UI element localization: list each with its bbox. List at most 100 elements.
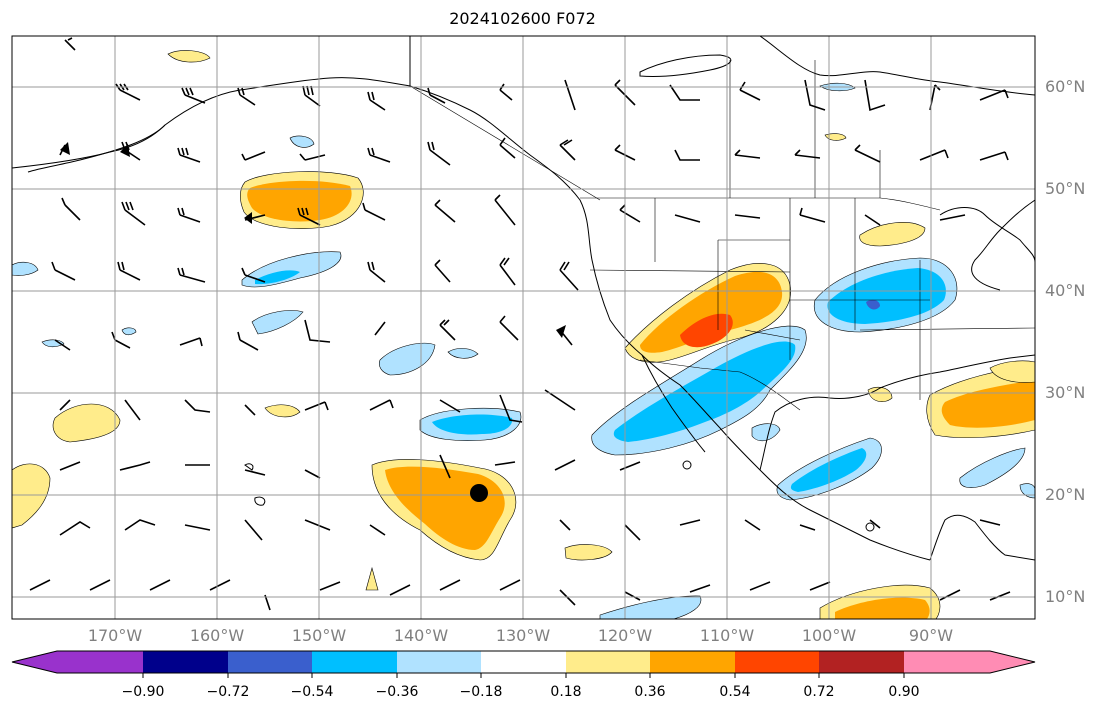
barb-row-3 (61, 194, 966, 226)
alaska-coast (12, 36, 411, 169)
hawaii-1 (244, 463, 254, 471)
colorbar-segment-5 (481, 651, 566, 673)
pos-anomaly-sw-us-core (680, 313, 733, 348)
us-mexico-border (639, 359, 801, 411)
pos-anomaly-sw-edge (12, 463, 51, 529)
lat-label-30n: 30°N (1045, 383, 1086, 402)
lon-label-90w: 90°W (908, 626, 954, 645)
colorbar-label-0-90: 0.90 (888, 684, 920, 700)
colorbar-label-0-72: 0.72 (803, 684, 835, 700)
canada-north (759, 36, 1035, 96)
island-1 (682, 460, 692, 470)
east-coast (971, 199, 1035, 291)
pos-anomaly-small-4 (989, 360, 1035, 383)
alaska-peninsula (27, 124, 166, 173)
colorbar-label-0-18: 0.18 (550, 684, 582, 700)
pos-anomaly-southeast-core (835, 597, 930, 619)
state-line-10 (744, 329, 801, 341)
pos-anomaly-small-1 (564, 544, 613, 561)
barb-row-9 (29, 579, 1011, 611)
pacific-coast (409, 85, 931, 561)
colorbar-label-0-36: 0.36 (634, 684, 666, 700)
colorbar-label-neg-0-72: −0.72 (206, 684, 250, 700)
pos-anomaly-small-5 (867, 386, 893, 403)
neg-anomaly-pacific-3 (379, 342, 436, 376)
colorbar-segment-3 (312, 651, 397, 673)
location-marker (470, 484, 488, 502)
canada-line-5 (409, 85, 601, 201)
colorbar-label-neg-0-18: −0.18 (459, 684, 503, 700)
lon-label-120w: 120°W (597, 626, 653, 645)
wind-barbs (29, 37, 1011, 611)
colorbar-segment-under (12, 651, 143, 673)
pos-anomaly-sw-us-mid (640, 271, 783, 353)
colorbar-segment-1 (143, 651, 228, 673)
colorbar-ticks (142, 673, 905, 678)
neg-anomaly-small-6 (1019, 483, 1035, 499)
pos-anomaly-small-6 (365, 566, 379, 591)
great-lakes (939, 207, 1035, 263)
neg-anomaly-pacific-4 (251, 310, 304, 335)
pos-anomaly-gulf-alaska-core (247, 180, 352, 222)
colorbar (12, 651, 1035, 673)
pos-anomaly-great-lakes (859, 222, 926, 247)
lon-label-140w: 140°W (393, 626, 449, 645)
neg-anomaly-small-1 (12, 261, 39, 276)
colorbar-segment-8 (735, 651, 819, 673)
colorbar-segment-2 (228, 651, 312, 673)
barb-row-2 (59, 137, 1009, 166)
neg-anomaly-south (599, 595, 702, 619)
map-frame (11, 35, 1036, 620)
baja-peninsula (641, 354, 706, 453)
barb-row-4 (51, 257, 579, 291)
us-canada-border (580, 197, 941, 211)
hawaii-2 (254, 496, 266, 506)
state-line-5 (589, 269, 791, 273)
colorbar-label-0-54: 0.54 (719, 684, 751, 700)
map-title: 2024102600 F072 (449, 9, 596, 28)
neg-anomaly-pacific-2-core (255, 270, 300, 285)
colorbar-segment-4 (397, 651, 481, 673)
hudson-bay (639, 54, 732, 78)
neg-anomaly-small-4 (447, 348, 479, 359)
colorbar-segment-6 (566, 651, 650, 673)
neg-anomaly-small-2 (289, 135, 315, 148)
colorbar-segment-over (904, 651, 1035, 673)
neg-anomaly-caribbean (959, 447, 1026, 488)
neg-anomaly-baja-mid (613, 341, 796, 442)
neg-anomaly-central-us-mid (827, 268, 946, 324)
lon-label-130w: 130°W (495, 626, 551, 645)
colorbar-label-neg-0-54: −0.54 (290, 684, 334, 700)
lon-label-100w: 100°W (801, 626, 857, 645)
lat-label-50n: 50°N (1045, 179, 1086, 198)
barb-row-1 (64, 37, 1009, 112)
colorbar-label-neg-0-36: −0.36 (375, 684, 419, 700)
lat-label-40n: 40°N (1045, 281, 1086, 300)
lat-label-20n: 20°N (1045, 485, 1086, 504)
island-2 (865, 522, 875, 532)
pos-anomaly-small-2 (264, 404, 301, 418)
yucatan (929, 514, 1035, 561)
lon-label-110w: 110°W (699, 626, 755, 645)
neg-anomaly-small-5 (751, 423, 781, 442)
pennant-barbs (60, 142, 566, 338)
lon-label-170w: 170°W (87, 626, 143, 645)
pos-anomaly-small-3 (167, 50, 211, 63)
lat-label-60n: 60°N (1045, 77, 1086, 96)
barb-row-8 (59, 519, 1001, 541)
lon-label-160w: 160°W (189, 626, 245, 645)
colorbar-segment-7 (650, 651, 735, 673)
state-line-9 (859, 327, 1035, 331)
neg-anomaly-east-pacific-core (432, 414, 513, 435)
lat-label-10n: 10°N (1045, 587, 1086, 606)
colorbar-outline (11, 650, 1036, 674)
colorbar-label-neg-0-90: −0.90 (121, 684, 165, 700)
barb-row-7 (59, 454, 641, 479)
mexico-gulf-coast (759, 354, 1035, 471)
neg-anomaly-small-8 (121, 327, 137, 336)
colorbar-segment-9 (819, 651, 904, 673)
lon-label-150w: 150°W (291, 626, 347, 645)
pos-anomaly-small-7 (824, 133, 847, 141)
pos-anomaly-gulf-coast-core (941, 380, 1035, 428)
